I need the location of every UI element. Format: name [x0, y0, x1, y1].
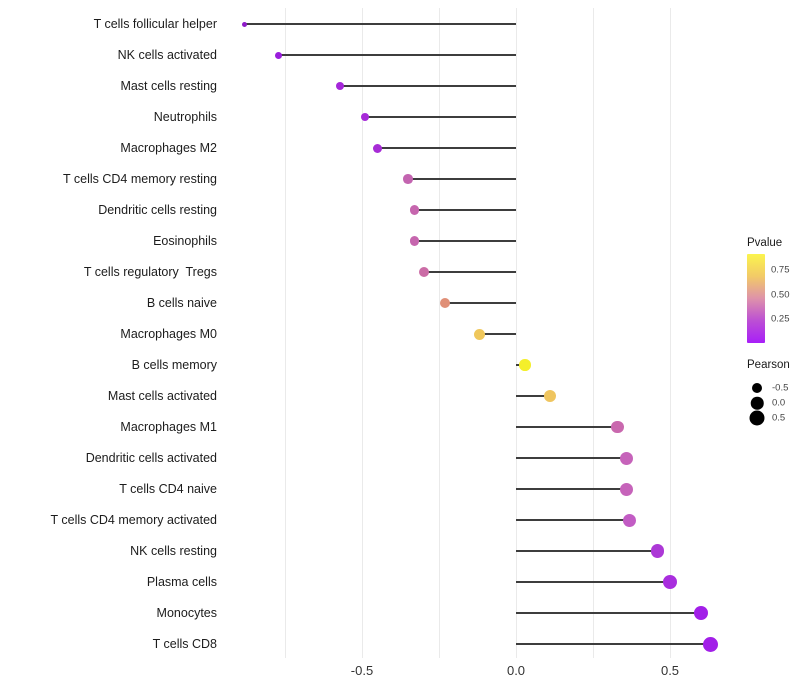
category-label: Plasma cells [146, 574, 217, 589]
pearson-legend-label: -0.5 [772, 382, 789, 394]
lollipop-dot [650, 544, 665, 558]
lollipop-dot [409, 205, 420, 215]
colorbar-tick-label: 0.25 [771, 313, 790, 325]
lollipop-dot [403, 174, 413, 184]
lollipop-segment [414, 240, 516, 242]
lollipop-segment [445, 302, 516, 304]
lollipop-dot [543, 390, 556, 402]
pearson-legend-label: 0.5 [772, 412, 786, 424]
category-label: B cells naive [146, 295, 217, 310]
pearson-legend-title: Pearson [747, 359, 790, 371]
category-label: NK cells activated [117, 47, 217, 62]
gridline [516, 8, 517, 658]
lollipop-segment [423, 271, 516, 273]
lollipop-segment [516, 612, 701, 614]
pearson-legend-dot [750, 396, 764, 410]
lollipop-dot [623, 513, 637, 527]
category-label: T cells CD8 [152, 636, 217, 651]
category-label: T cells CD4 memory resting [63, 171, 217, 186]
category-label: Dendritic cells activated [85, 450, 217, 465]
colorbar-tick-label: 0.75 [771, 264, 790, 276]
category-label: T cells CD4 memory activated [50, 512, 218, 527]
gridline [593, 8, 594, 658]
lollipop-dot [611, 420, 624, 434]
lollipop-segment [340, 85, 516, 87]
lollipop-dot [620, 482, 634, 496]
lollipop-segment [278, 54, 516, 56]
lollipop-dot [620, 451, 634, 465]
category-label: Macrophages M2 [120, 140, 217, 155]
category-label: T cells follicular helper [93, 16, 217, 31]
pearson-legend-label: 0.0 [772, 397, 786, 409]
lollipop-dot [409, 236, 420, 246]
category-label: Mast cells activated [107, 388, 217, 403]
lollipop-dot [473, 328, 485, 340]
gridline [285, 8, 286, 658]
category-label: Macrophages M0 [120, 326, 217, 341]
category-label: Eosinophils [153, 233, 217, 248]
x-axis-tick-label: -0.5 [350, 663, 374, 678]
lollipop-segment [516, 488, 627, 490]
pearson-legend-dot [752, 383, 762, 393]
lollipop-dot [275, 51, 283, 59]
x-axis-tick-label: 0.0 [506, 663, 526, 678]
pearson-legend-dot [749, 410, 765, 426]
lollipop-segment [414, 209, 516, 211]
lollipop-dot [242, 21, 248, 27]
category-label: Mast cells resting [120, 78, 217, 93]
lollipop-segment [408, 178, 516, 180]
colorbar-tick-label: 0.50 [771, 288, 790, 300]
gridline [670, 8, 671, 658]
lollipop-dot [702, 636, 718, 652]
lollipop-dot [439, 297, 451, 309]
lollipop-segment [516, 457, 627, 459]
gridline [439, 8, 440, 658]
category-label: B cells memory [131, 357, 217, 372]
lollipop-segment [516, 395, 550, 397]
lollipop-segment [377, 147, 516, 149]
lollipop-dot [693, 605, 709, 621]
category-label: Monocytes [156, 605, 217, 620]
gridline [362, 8, 363, 658]
lollipop-dot [418, 267, 429, 277]
lollipop-segment [516, 426, 618, 428]
lollipop-dot [519, 359, 531, 371]
lollipop-segment [516, 519, 630, 521]
category-label: Dendritic cells resting [98, 202, 217, 217]
lollipop-segment [479, 333, 516, 335]
lollipop-segment [516, 581, 670, 583]
category-label: T cells CD4 naive [119, 481, 217, 496]
category-label: NK cells resting [130, 543, 217, 558]
lollipop-segment [516, 643, 711, 645]
lollipop-dot [372, 143, 382, 153]
x-axis-tick-label: 0.5 [660, 663, 680, 678]
category-label: T cells regulatory Tregs [83, 264, 217, 279]
lollipop-dot [336, 82, 345, 90]
lollipop-segment [516, 550, 658, 552]
lollipop-dot [360, 112, 370, 122]
category-label: Macrophages M1 [120, 419, 217, 434]
lollipop-segment [365, 116, 516, 118]
category-label: Neutrophils [153, 109, 217, 124]
lollipop-segment [244, 23, 516, 25]
lollipop-dot [663, 575, 677, 589]
pvalue-legend-title: Pvalue [747, 237, 783, 249]
pvalue-colorbar [747, 254, 765, 343]
